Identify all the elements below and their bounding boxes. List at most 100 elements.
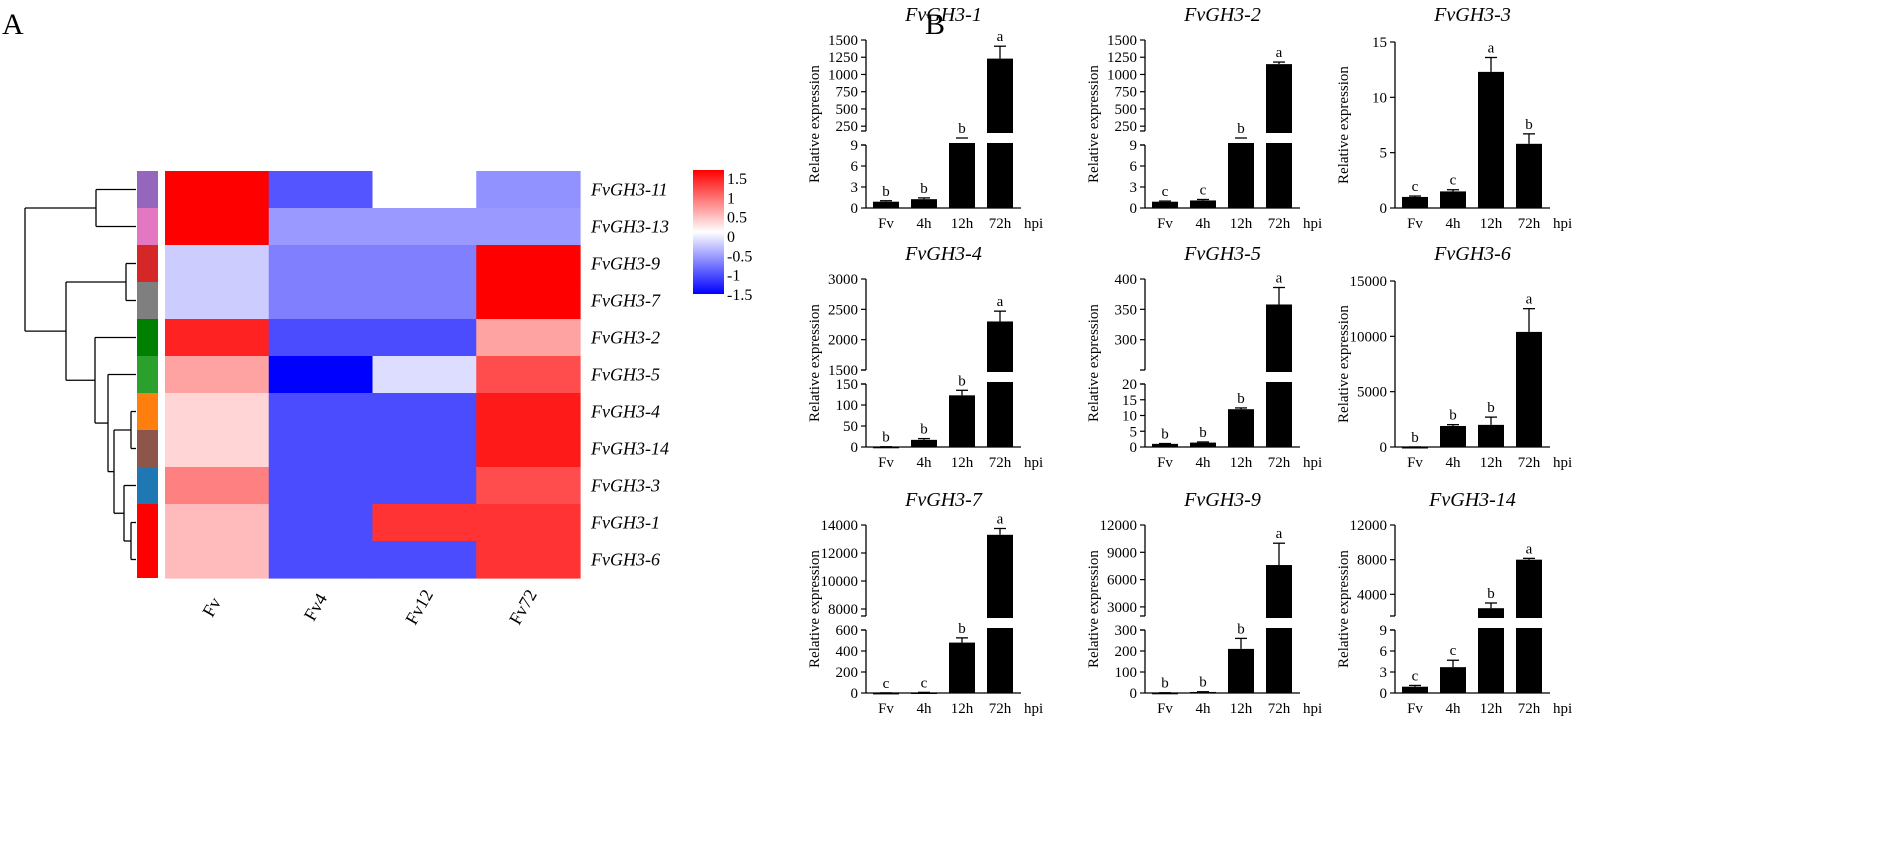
bar — [1478, 71, 1504, 208]
y-tick-label: 15 — [1372, 35, 1387, 51]
significance-letter: b — [920, 181, 928, 197]
heatmap-cell — [165, 467, 270, 505]
y-tick-label: 500 — [1115, 102, 1138, 118]
y-axis-label: Relative expression — [807, 65, 823, 183]
bar — [1440, 425, 1466, 447]
y-tick-label: 5 — [1130, 424, 1138, 440]
y-tick-label: 6 — [851, 159, 859, 175]
bar — [873, 692, 899, 695]
bar-break-gap — [986, 372, 1014, 382]
row-group-color — [137, 541, 158, 578]
row-group-color — [137, 171, 158, 208]
heatmap-row-label: FvGH3-14 — [590, 439, 669, 459]
bar — [911, 199, 937, 208]
heatmap-cell — [165, 245, 270, 283]
y-tick-label: 3000 — [828, 272, 858, 288]
bar — [1190, 200, 1216, 208]
heatmap-cell — [476, 467, 581, 505]
y-axis-label: Relative expression — [807, 550, 823, 668]
row-group-color — [137, 504, 158, 541]
chart-title: FvGH3-5 — [1183, 243, 1261, 265]
x-tick-label: 4h — [1196, 455, 1212, 471]
significance-letter: b — [882, 430, 890, 446]
y-axis-label: Relative expression — [1086, 550, 1102, 668]
colorbar-tick-label: 0.5 — [727, 210, 747, 227]
row-group-color — [137, 208, 158, 245]
y-tick-label: 9 — [851, 138, 859, 154]
x-tick-label: 12h — [951, 216, 974, 232]
heatmap-cell — [165, 171, 270, 209]
x-tick-label: 4h — [1446, 455, 1462, 471]
y-axis-label: Relative expression — [1336, 550, 1352, 668]
heatmap-cell — [268, 171, 374, 209]
y-tick-label: 1500 — [1107, 33, 1137, 49]
y-axis-label: Relative expression — [1086, 65, 1102, 183]
significance-letter: c — [921, 675, 928, 691]
significance-letter: a — [1276, 526, 1283, 542]
x-tick-label: 72h — [1268, 216, 1291, 232]
x-tick-label: 12h — [1480, 455, 1503, 471]
heatmap-cell — [372, 356, 477, 394]
y-tick-label: 4000 — [1357, 587, 1387, 603]
y-tick-label: 200 — [1115, 644, 1138, 660]
bar — [1228, 648, 1254, 693]
y-tick-label: 250 — [836, 119, 859, 135]
bar-break-gap — [1477, 618, 1505, 628]
panel-label-b: B — [925, 8, 945, 41]
heatmap-row-label: FvGH3-4 — [590, 402, 660, 422]
y-tick-label: 15000 — [1350, 274, 1388, 290]
heatmap-cell — [268, 541, 374, 579]
significance-letter: c — [1412, 179, 1419, 195]
significance-letter: b — [1161, 676, 1169, 692]
x-tick-label: Fv — [1407, 455, 1423, 471]
heatmap-row-label: FvGH3-6 — [590, 550, 660, 570]
row-group-color — [137, 467, 158, 504]
heatmap-cell — [372, 171, 477, 209]
significance-letter: a — [997, 29, 1004, 45]
significance-letter: a — [1276, 270, 1283, 286]
heatmap-cell — [372, 430, 477, 468]
x-tick-label: 12h — [1480, 216, 1503, 232]
bar — [1402, 446, 1428, 449]
significance-letter: c — [1162, 184, 1169, 200]
x-tick-label: 72h — [1518, 455, 1541, 471]
y-tick-label: 0 — [1380, 440, 1388, 456]
significance-letter: b — [958, 121, 966, 137]
y-tick-label: 300 — [1115, 333, 1138, 349]
y-axis-label: Relative expression — [1336, 305, 1352, 423]
y-tick-label: 2500 — [828, 302, 858, 318]
row-group-color — [137, 245, 158, 282]
y-tick-label: 0 — [851, 686, 859, 702]
heatmap-cell — [372, 541, 477, 579]
heatmap-cell — [476, 430, 581, 468]
y-tick-label: 200 — [836, 665, 859, 681]
significance-letter: a — [1488, 40, 1495, 56]
heatmap-row-label: FvGH3-11 — [590, 180, 668, 200]
x-tick-label: 72h — [1518, 701, 1541, 717]
bar — [1478, 424, 1504, 447]
bar — [911, 692, 937, 694]
y-tick-label: 0 — [1130, 201, 1138, 217]
x-tick-label: 4h — [917, 701, 933, 717]
heatmap-cell — [268, 208, 374, 246]
y-axis-label: Relative expression — [807, 304, 823, 422]
bar — [1152, 692, 1178, 695]
significance-letter: a — [1526, 541, 1533, 557]
bar — [949, 138, 975, 208]
heatmap-col-label: Fv12 — [401, 586, 437, 628]
heatmap-col-label: Fv4 — [300, 590, 331, 624]
heatmap-cell — [165, 208, 270, 246]
y-tick-label: 1000 — [828, 67, 858, 83]
bar — [1152, 443, 1178, 447]
y-tick-label: 8000 — [1357, 553, 1387, 569]
row-group-color — [137, 319, 158, 356]
y-tick-label: 400 — [836, 644, 859, 660]
y-tick-label: 10 — [1372, 90, 1387, 106]
heatmap-cell — [372, 245, 477, 283]
x-tick-label: 4h — [1196, 216, 1212, 232]
y-tick-label: 14000 — [821, 518, 859, 534]
chart-title: FvGH3-14 — [1428, 489, 1516, 511]
y-tick-label: 12000 — [821, 546, 859, 562]
bar-chart-panel: FvGH3-6 Relative expression 0 5000 10000 1500… — [1336, 243, 1572, 471]
